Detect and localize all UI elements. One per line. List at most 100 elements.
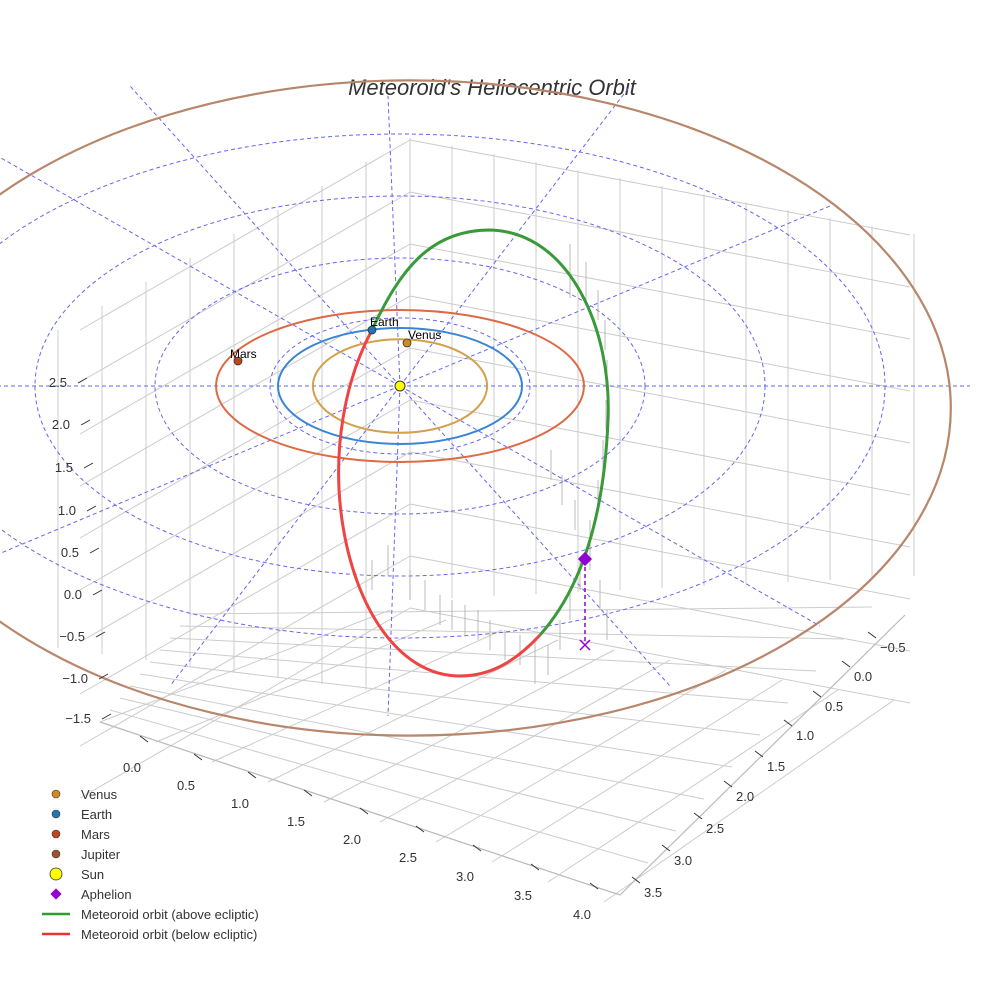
y-tick-mark — [631, 876, 641, 884]
y-tick-mark — [841, 660, 851, 668]
x-tick-label: 2.5 — [399, 850, 417, 865]
z-tick-mark — [86, 505, 97, 512]
earth-marker — [367, 325, 377, 335]
venus-marker — [402, 338, 412, 348]
box-grid-line — [189, 606, 873, 615]
x-tick-label: 3.0 — [456, 869, 474, 884]
x-tick-mark — [139, 735, 149, 743]
box-grid-line — [149, 661, 761, 736]
y-tick-label: −0.5 — [880, 640, 906, 655]
box-grid-line — [409, 191, 911, 288]
box-grid-line — [109, 709, 649, 864]
box-grid-line — [603, 699, 895, 903]
box-grid-line — [169, 637, 817, 672]
box-grid-line — [435, 669, 727, 843]
legend-label: Sun — [81, 867, 104, 882]
ecliptic-spoke — [399, 385, 821, 627]
z-tick-mark — [89, 547, 100, 554]
y-tick-label: 2.5 — [706, 821, 724, 836]
mars-orbit — [215, 309, 585, 463]
legend: Venus Earth Mars Jupiter Sun Aphelion Meteoroi… — [42, 787, 259, 942]
x-tick-mark — [359, 807, 369, 815]
z-tick-label: −1.0 — [62, 671, 88, 686]
z-tick-label: 1.5 — [55, 460, 73, 475]
sun-marker — [394, 380, 406, 392]
aphelion-legend-marker — [50, 888, 62, 900]
z-tick-label: 0.0 — [64, 587, 82, 602]
legend-label: Earth — [81, 807, 112, 822]
legend-item: Jupiter — [51, 847, 121, 862]
box-grid-line — [379, 659, 671, 823]
jupiter-orbit — [0, 79, 952, 737]
markers: Venus Earth Mars — [230, 315, 593, 567]
y-tick-mark — [783, 719, 793, 727]
mars-label: Mars — [230, 347, 257, 361]
legend-item: Sun — [49, 867, 104, 882]
x-tick-mark — [530, 863, 540, 871]
box-grid-line — [491, 679, 783, 863]
x-tick-label: 4.0 — [573, 907, 591, 922]
earth-legend-marker — [51, 809, 61, 819]
legend-label: Mars — [81, 827, 110, 842]
y-tick-mark — [661, 844, 671, 852]
box-grid-line — [409, 399, 911, 496]
z-tick-label: 0.5 — [61, 545, 79, 560]
box-grid-line — [119, 697, 677, 832]
box-grid-line — [409, 451, 911, 548]
ecliptic-spoke — [387, 385, 401, 717]
x-tick-label: 0.0 — [123, 760, 141, 775]
ecliptic-grid — [0, 85, 970, 717]
legend-item: Mars — [51, 827, 110, 842]
y-tick-label: 3.0 — [674, 853, 692, 868]
box-grid-line — [79, 607, 411, 799]
z-tick-mark — [83, 462, 94, 469]
axes: 2.5 2.0 1.5 1.0 0.5 0.0 −0.5 −1.0 −1.5 0.0 0.5 1.0 1… — [49, 375, 906, 922]
box-grid-line — [79, 139, 411, 331]
y-tick-mark — [867, 631, 877, 639]
chart-title: Meteoroid's Heliocentric Orbit — [348, 75, 637, 100]
x-tick-mark — [472, 844, 482, 852]
box-grid-line — [179, 625, 845, 640]
box-grid-line — [79, 243, 411, 435]
y-tick-mark — [723, 780, 733, 788]
z-tick-label: 2.0 — [52, 417, 70, 432]
legend-label: Jupiter — [81, 847, 121, 862]
z-tick-mark — [80, 419, 91, 426]
box-grid-line — [79, 555, 411, 747]
box-grid-line — [79, 503, 411, 695]
legend-item: Aphelion — [50, 887, 132, 902]
z-tick-mark — [92, 589, 103, 596]
ecliptic-spoke — [129, 85, 401, 387]
box-grid-line — [139, 673, 733, 768]
y-tick-mark — [693, 812, 703, 820]
x-tick-label: 0.5 — [177, 778, 195, 793]
y-tick-label: 1.0 — [796, 728, 814, 743]
ecliptic-spoke — [399, 205, 831, 387]
meteoroid-orbit — [337, 228, 610, 678]
y-tick-label: 3.5 — [644, 885, 662, 900]
venus-legend-marker — [51, 789, 61, 799]
aphelion-projection-marker — [579, 639, 591, 651]
box-grid-line — [409, 243, 911, 340]
box-grid-line — [155, 619, 447, 743]
x-tick-mark — [589, 882, 599, 890]
y-tick-mark — [754, 750, 764, 758]
box-grid-line — [79, 347, 411, 539]
box-grid-line — [159, 649, 789, 704]
ecliptic-spoke — [399, 385, 671, 687]
ecliptic-spoke — [399, 85, 631, 387]
z-tick-label: −1.5 — [65, 711, 91, 726]
y-tick-label: 0.0 — [854, 669, 872, 684]
box-grid-line — [409, 607, 911, 704]
aphelion-marker — [577, 551, 593, 567]
jupiter-legend-marker — [51, 849, 61, 859]
x-tick-mark — [247, 771, 257, 779]
box-grid-line — [79, 451, 411, 643]
box-grid-line — [79, 295, 411, 487]
box-grid-line — [211, 629, 503, 763]
legend-item: Meteoroid orbit (below ecliptic) — [42, 927, 257, 942]
ecliptic-spoke — [0, 385, 401, 554]
box-grid-line — [409, 295, 911, 392]
sun-legend-marker — [49, 867, 63, 881]
x-tick-label: 1.0 — [231, 796, 249, 811]
